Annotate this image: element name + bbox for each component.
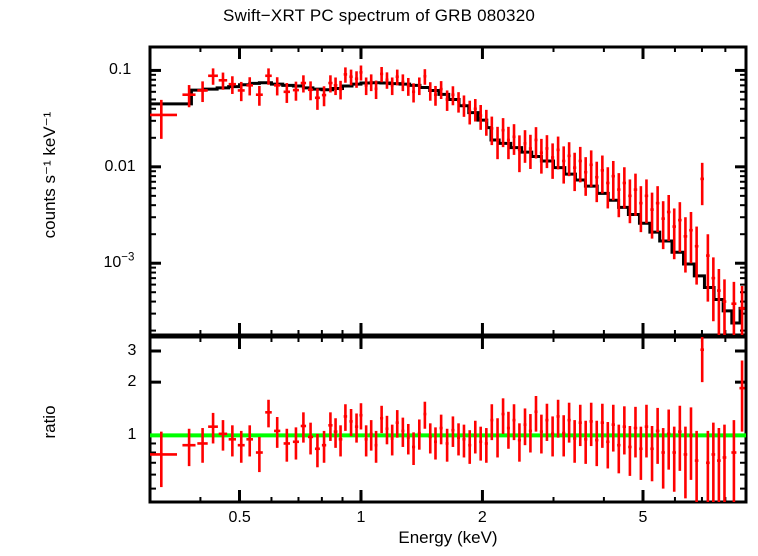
y-tick-label-spectrum: 0.1 [109, 61, 132, 79]
y-tick-label-ratio: 3 [127, 342, 137, 359]
ratio-data-errorbars [150, 337, 745, 502]
figure-title: Swift−XRT PC spectrum of GRB 080320 [222, 6, 536, 25]
y-tick-label-spectrum: 0.01 [104, 157, 136, 175]
ratio-panel-frame [148, 335, 748, 504]
x-tick-label: 5 [638, 509, 648, 526]
spectrum-data-errorbars [150, 65, 745, 335]
y-tick-label-ratio: 2 [127, 373, 137, 391]
x-tick-label: 0.5 [228, 509, 251, 526]
x-axis-label: Energy (keV) [398, 528, 498, 547]
x-tick-label: 1 [356, 509, 366, 526]
spectrum-panel-frame [148, 45, 748, 337]
y-tick-label-spectrum: 10−3 [103, 251, 135, 272]
x-tick-label: 2 [477, 509, 487, 526]
y-tick-label-ratio: 1 [127, 426, 137, 444]
